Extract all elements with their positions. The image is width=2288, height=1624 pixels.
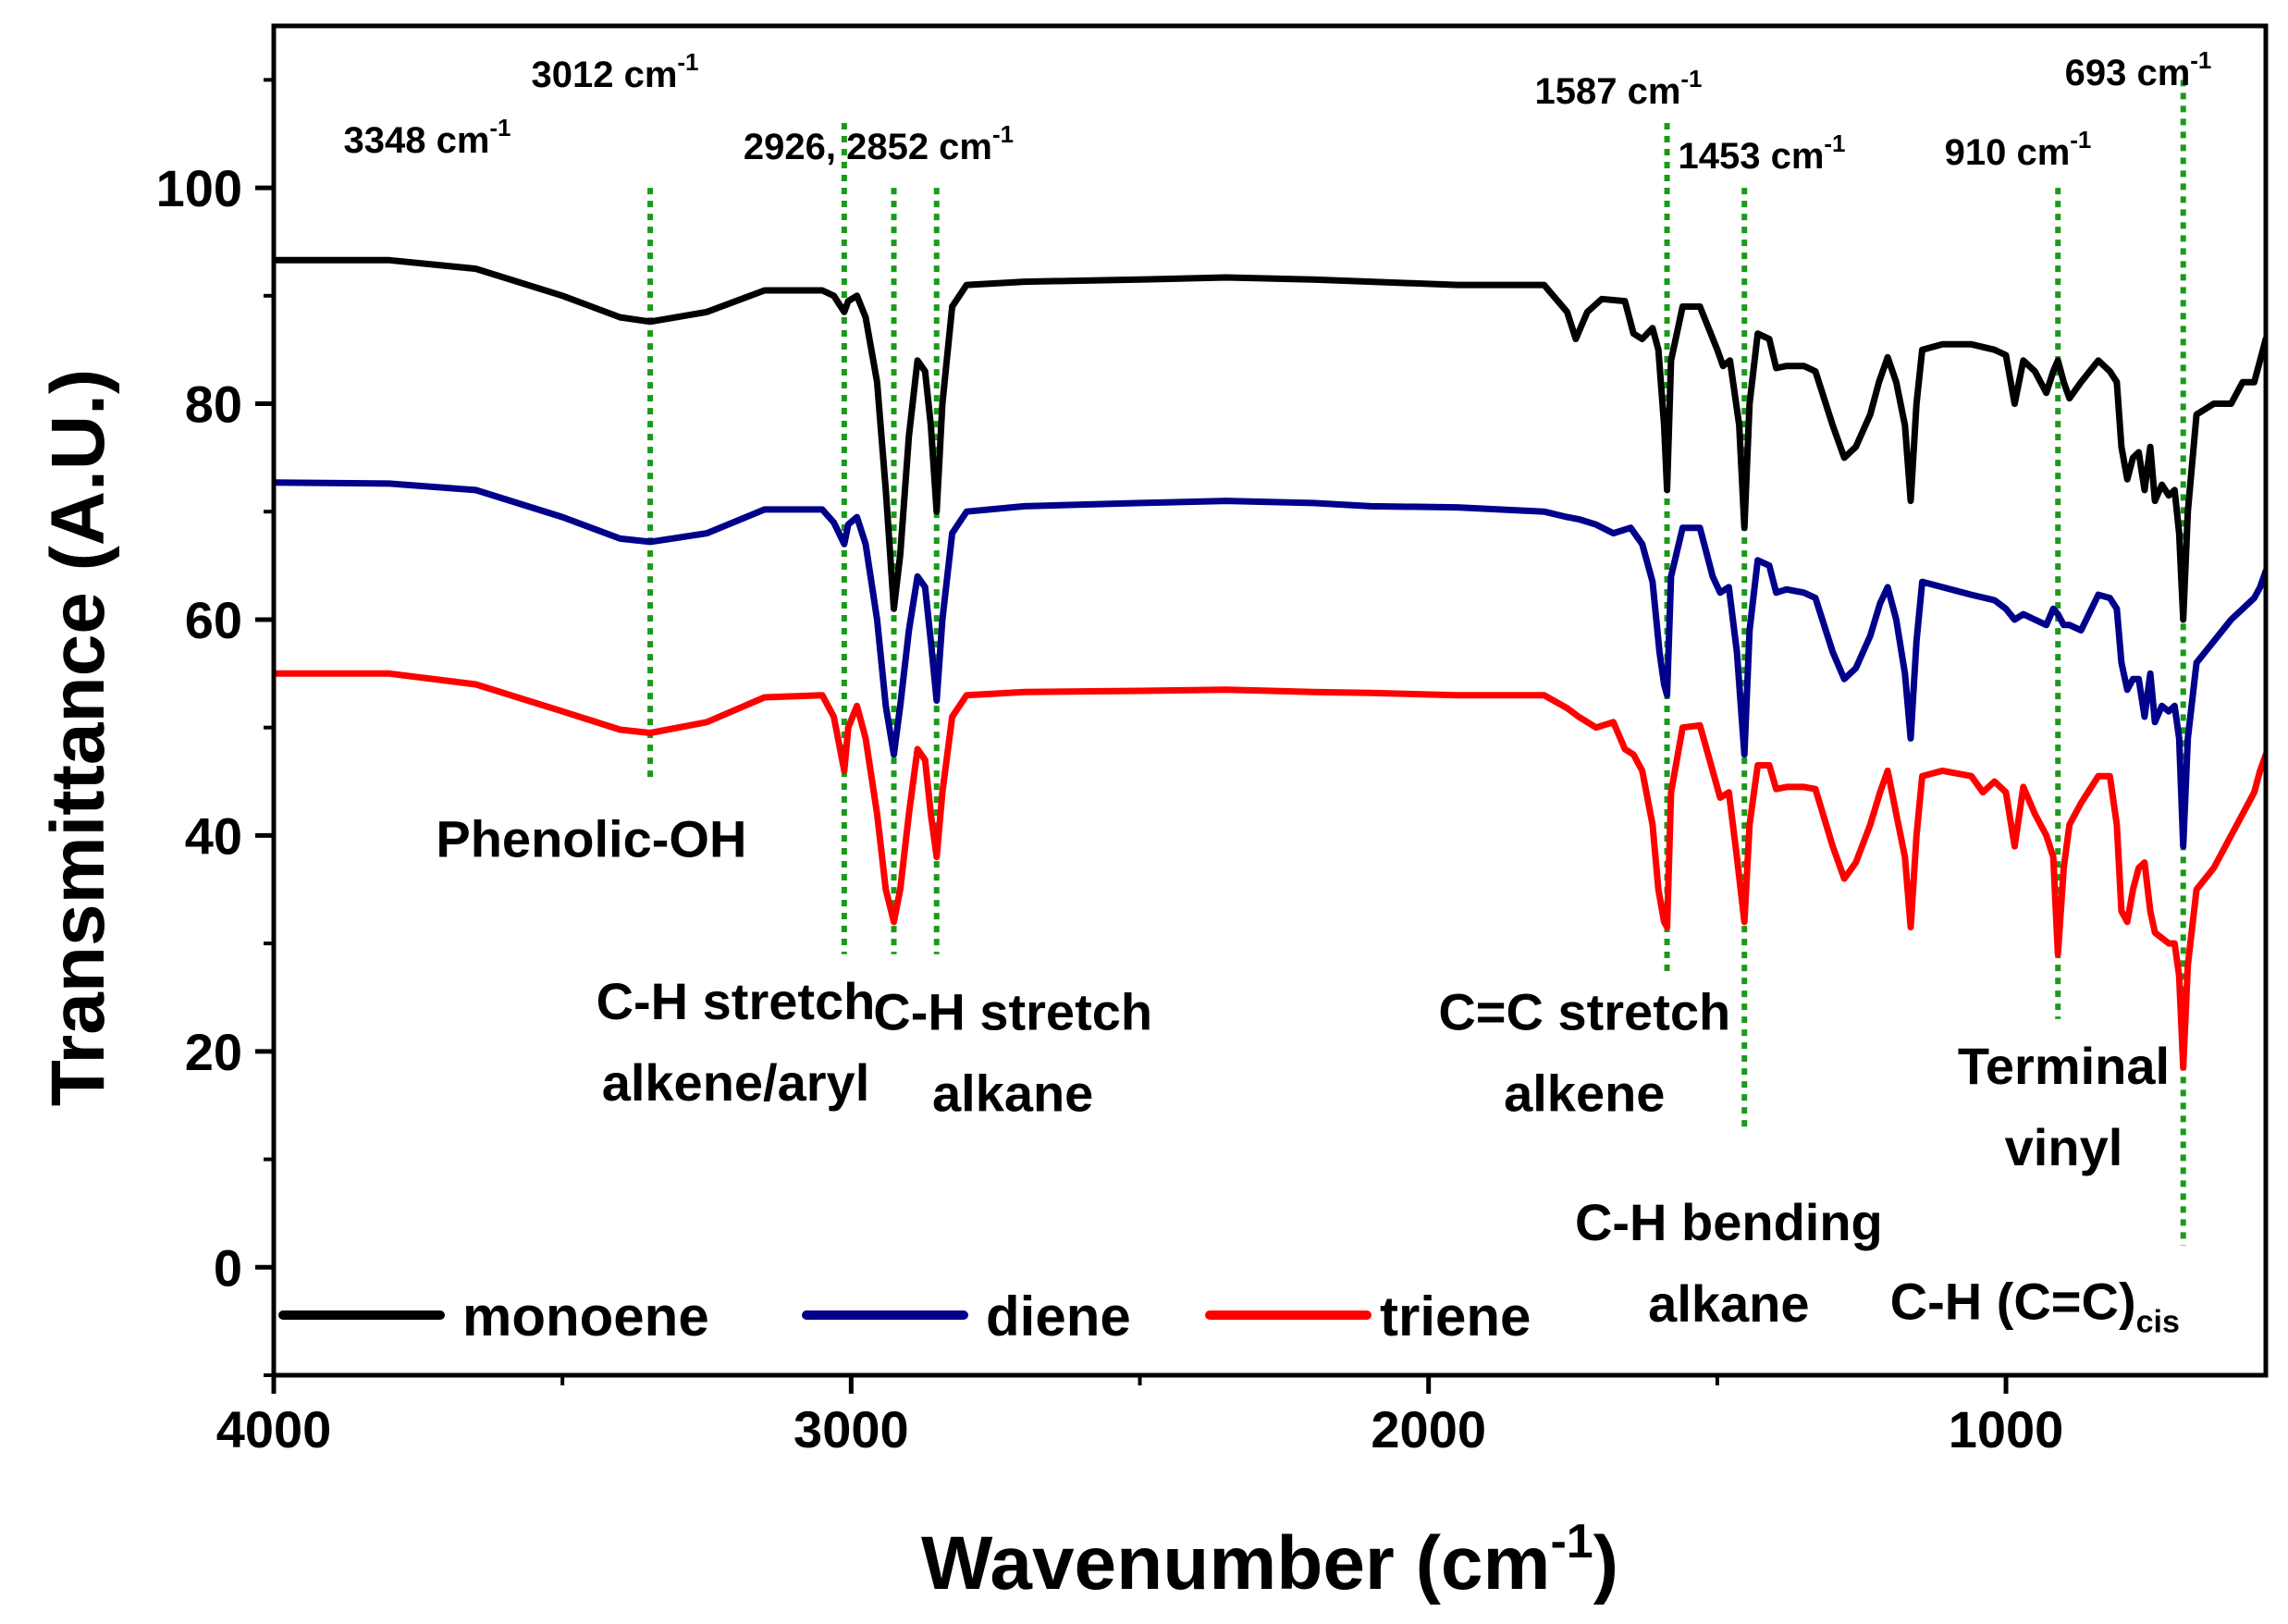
y-axis-title: Transmittance (A.U.) bbox=[36, 369, 120, 1106]
annotation-2: C-H stretch alkane bbox=[873, 982, 1152, 1122]
peak-label-2852: 2926, 2852 cm-1 bbox=[744, 120, 1014, 167]
x-tick-label: 3000 bbox=[793, 1400, 909, 1458]
y-tick-label: 60 bbox=[185, 591, 242, 649]
annotation-5: Terminal vinyl bbox=[1958, 1037, 2170, 1176]
legend-label-diene: diene bbox=[986, 1286, 1131, 1347]
y-tick-label: 80 bbox=[185, 375, 242, 434]
annotation-0: Phenolic-OH bbox=[436, 810, 746, 868]
annotation-1: C-H stretch alkene/aryl bbox=[597, 972, 876, 1112]
plot-frame bbox=[271, 23, 2269, 1378]
x-axis-title: Wavenumber (cm-1) bbox=[921, 1515, 1618, 1606]
y-tick-label: 20 bbox=[185, 1023, 242, 1081]
y-tick-label: 100 bbox=[156, 159, 242, 217]
y-tick-label: 0 bbox=[214, 1238, 242, 1297]
y-tick-label: 40 bbox=[185, 806, 242, 865]
spectra-series bbox=[274, 256, 2266, 1071]
annotation-3: C=C stretch alkene bbox=[1438, 982, 1730, 1122]
x-axis-ticks: 4000 3000 2000 1000 bbox=[216, 1375, 2064, 1458]
annotation-cis: C-H (C=C)cis bbox=[1890, 1272, 2180, 1339]
annotation-4: C-H bending alkane bbox=[1575, 1193, 1883, 1333]
x-tick-label: 1000 bbox=[1949, 1400, 2064, 1458]
peak-label-910: 910 cm-1 bbox=[1945, 126, 2092, 173]
legend: monoene diene triene bbox=[278, 1286, 1531, 1347]
x-tick-label: 4000 bbox=[216, 1400, 332, 1458]
peak-label-1587: 1587 cm-1 bbox=[1534, 65, 1702, 112]
legend-label-monoene: monoene bbox=[462, 1286, 709, 1347]
peak-labels: 3348 cm-1 3012 cm-1 2926, 2852 cm-1 1587 cm… bbox=[343, 46, 2211, 177]
series-diene bbox=[274, 479, 2266, 850]
y-axis-ticks: 0 20 40 60 80 100 bbox=[156, 78, 274, 1377]
x-tick-label: 2000 bbox=[1371, 1400, 1486, 1458]
legend-label-triene: triene bbox=[1380, 1286, 1531, 1347]
peak-label-3012: 3012 cm-1 bbox=[531, 48, 698, 95]
peak-label-3348: 3348 cm-1 bbox=[343, 114, 510, 161]
series-triene bbox=[274, 670, 2266, 1071]
peak-label-693: 693 cm-1 bbox=[2065, 46, 2212, 93]
peak-label-1453: 1453 cm-1 bbox=[1678, 129, 1845, 177]
series-monoene bbox=[274, 256, 2266, 623]
